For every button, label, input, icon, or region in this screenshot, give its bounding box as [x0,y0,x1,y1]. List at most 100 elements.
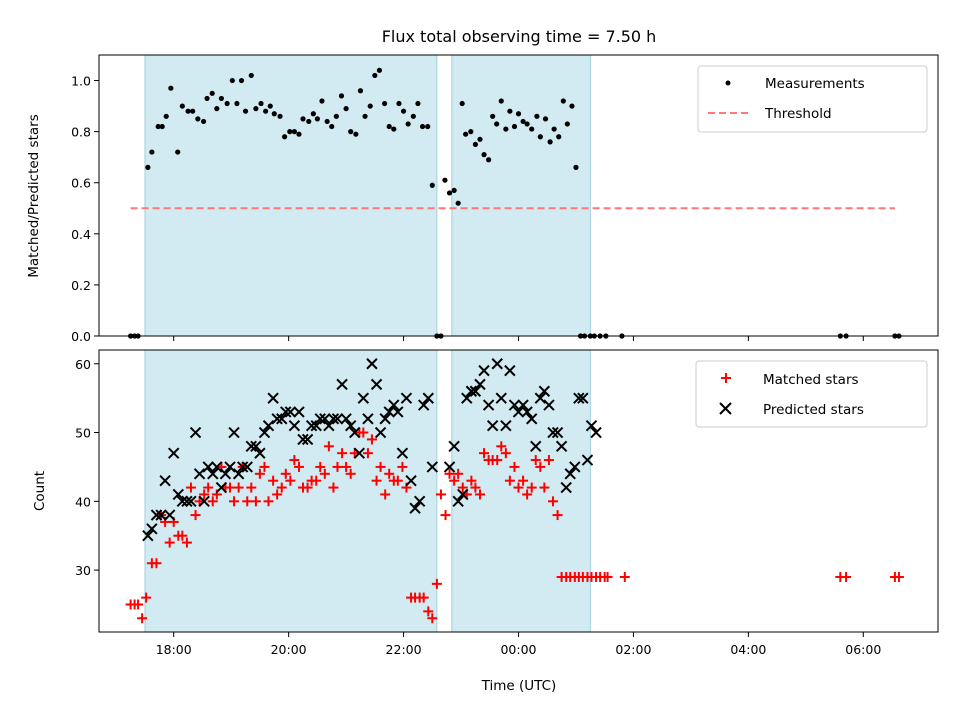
matched-star-point [543,455,554,466]
measurement-point [556,134,562,140]
predicted-star-point [176,495,189,508]
predicted-star-point [564,468,576,480]
matched-star-point [500,448,511,459]
predicted-star-point [198,495,210,508]
matched-star-point [332,461,343,472]
predicted-star-point [305,419,318,432]
legend-measurements-marker [725,80,731,86]
measurement-point [185,108,191,114]
measurement-point [343,106,349,112]
matched-star-point [619,571,630,582]
top-y-ticks: 0.0 0.2 0.4 0.6 0.8 1.0 [71,74,99,344]
bottom-x-ticks: 18:00 20:00 22:00 00:00 02:00 04:00 06:00 [156,632,881,657]
measurement-point [451,187,457,193]
matched-star-point [289,455,300,466]
matched-star-point [366,434,377,445]
matched-star-point [315,461,326,472]
matched-star-point [535,461,546,472]
measurement-point [410,113,416,119]
matched-star-point [341,461,352,472]
matched-star-point [423,606,434,617]
predicted-star-point [258,426,271,439]
top-ylabel: Matched/Predicted stars [26,114,42,277]
legend-predicted-marker [719,402,732,415]
measurement-point [367,103,373,109]
measurement-point [258,100,264,107]
predicted-star-point [172,488,185,501]
matched-star-point [242,496,253,507]
measurement-point [405,121,411,127]
measurement-point [537,134,543,140]
measurement-point [446,190,453,196]
matched-star-point [293,461,304,472]
predicted-star-point [331,413,344,425]
measurement-point [267,103,273,109]
measurement-point [503,126,509,132]
predicted-star-point [457,488,469,501]
matched-star-point [263,496,274,507]
measurement-point [310,111,316,117]
predicted-star-point [366,358,378,370]
predicted-star-point [301,433,314,446]
bottom-ytick-label: 30 [75,563,91,578]
top-x-ticks [173,336,864,341]
predicted-star-point [185,495,197,508]
predicted-star-point [362,413,374,425]
top-ytick-label: 1.0 [71,74,91,89]
measurement-point [494,121,500,127]
measurement-point [314,116,320,122]
measurement-point [287,129,293,135]
matched-star-point [371,475,382,486]
predicted-star-point [349,426,361,439]
measurement-point [511,123,518,130]
matched-star-point [276,482,287,493]
measurement-point [425,123,431,130]
measurement-point [329,123,335,130]
predicted-star-point [538,385,551,397]
bottom-shaded-interval-0 [144,349,438,633]
predicted-star-point [267,392,279,404]
predicted-star-point [396,447,409,459]
measurement-point [468,129,474,135]
predicted-star-point [590,426,602,439]
measurement-point [386,123,392,130]
bottom-ytick-label: 50 [75,426,91,441]
measurement-point [204,95,210,102]
matched-star-point [362,448,373,459]
measurement-point [353,131,359,137]
measurement-point [291,129,297,135]
measurement-point [348,129,354,135]
top-ytick-label: 0.6 [71,176,91,191]
matched-star-point [233,482,244,493]
measurement-point [149,149,155,155]
xtick-label: 22:00 [386,642,422,657]
measurement-point [200,118,207,125]
measurement-point [333,113,339,119]
predicted-star-point [293,406,305,418]
measurement-point [319,98,325,104]
predicted-star-point [336,378,348,391]
predicted-star-point [232,468,245,480]
matched-star-point [229,496,240,507]
matched-star-point [435,489,446,500]
top-ytick-label: 0.4 [71,227,91,242]
measurement-point [560,98,566,104]
matched-star-point [328,482,339,493]
predicted-star-point [452,495,464,508]
predicted-star-point [189,426,202,439]
matched-star-point [203,482,214,493]
predicted-star-point [357,392,370,404]
measurement-point [573,164,579,170]
predicted-star-point [413,495,426,508]
predicted-star-point [254,447,266,459]
measurement-point [253,106,259,112]
measurement-point [190,108,196,114]
predicted-star-point [215,481,228,494]
matched-star-point [190,510,201,521]
predicted-star-point [193,468,206,480]
matched-star-point [479,448,490,459]
predicted-star-point [297,433,309,446]
measurement-point [179,103,185,109]
predicted-star-point [383,406,395,418]
predicted-star-point [573,392,585,404]
